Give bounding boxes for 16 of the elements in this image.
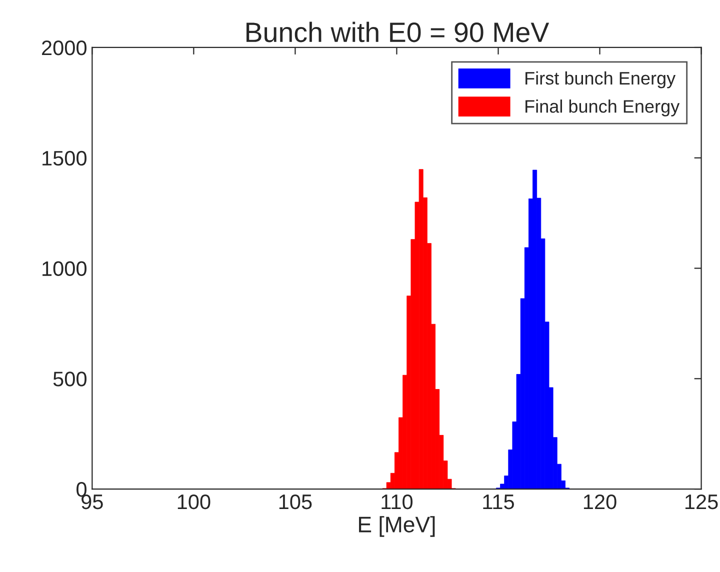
legend-label: Final bunch Energy bbox=[526, 100, 680, 116]
y-tick-label: 500 bbox=[53, 372, 86, 386]
x-tick-label: 95 bbox=[82, 494, 103, 510]
y-tick-label: 1000 bbox=[42, 261, 86, 276]
x-tick-label: 115 bbox=[483, 494, 514, 510]
y-tick-label: 2000 bbox=[42, 40, 86, 56]
y-tick-label: 0 bbox=[76, 482, 86, 497]
x-tick-label: 125 bbox=[685, 494, 718, 510]
y-tick-label: 1500 bbox=[42, 150, 86, 166]
legend-label: First bunch Energy bbox=[526, 71, 676, 88]
chart-title: Bunch with E0 = 90 MeV bbox=[246, 22, 550, 42]
x-axis-title: E [MeV] bbox=[359, 516, 435, 537]
x-tick-label: 100 bbox=[178, 494, 210, 510]
x-tick-label: 110 bbox=[382, 494, 413, 510]
x-tick-label: 120 bbox=[584, 494, 616, 510]
x-tick-label: 105 bbox=[279, 494, 312, 510]
